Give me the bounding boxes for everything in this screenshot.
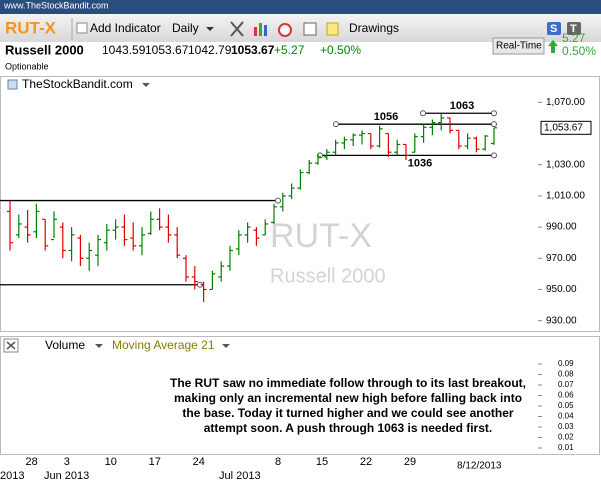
- level-label: 1036: [408, 157, 432, 169]
- annotation: The RUT saw no immediate follow through …: [170, 376, 526, 435]
- x-tick-label: 22: [360, 456, 372, 468]
- site-url: www.TheStockBandit.com: [3, 0, 109, 10]
- add-indicator[interactable]: Add Indicator: [90, 21, 161, 35]
- y-tick-label: 950.00: [546, 284, 577, 295]
- quote-last: 1053.67: [231, 43, 275, 57]
- volume-tick-label: 0.01: [558, 443, 574, 452]
- last-price-label: 1,053.67: [544, 122, 583, 133]
- rt-change: 5.27: [562, 31, 586, 45]
- quote-low: 1042.79: [188, 43, 232, 57]
- badge-t[interactable]: [567, 22, 581, 35]
- level-end: [333, 121, 339, 128]
- quote-open: 1043.59: [102, 43, 146, 57]
- site-strip: [0, 0, 601, 14]
- note-icon[interactable]: [326, 22, 339, 36]
- watermark-symbol: RUT-X: [270, 217, 372, 255]
- volume-tick-label: 0.09: [558, 359, 574, 368]
- quote-high: 1053.67: [145, 43, 189, 57]
- annotation-line: making only an incremental new high befo…: [174, 391, 522, 405]
- volume-tick-label: 0.03: [558, 422, 574, 431]
- level-end: [491, 110, 497, 117]
- month-label: Jun 2013: [44, 470, 89, 482]
- chart-icon[interactable]: [254, 27, 257, 36]
- realtime-button[interactable]: [492, 37, 545, 55]
- volume-title: Volume: [45, 338, 85, 352]
- volume-indicator: Moving Average 21: [112, 338, 215, 352]
- quote-name: Russell 2000: [5, 42, 84, 57]
- level-label: 1063: [450, 100, 474, 112]
- annotation-line: the base. Today it turned higher and we …: [182, 406, 513, 420]
- quote-change-pct: +0.50%: [320, 43, 361, 57]
- dropdown-arrow: [222, 344, 230, 348]
- volume-panel: [0, 336, 600, 455]
- optionable: Optionable: [5, 61, 49, 71]
- badge-t-label: T: [570, 23, 577, 35]
- watermark-name: Russell 2000: [270, 265, 386, 287]
- volume-tick-label: 0.02: [558, 433, 574, 442]
- volume-tick-label: 0.04: [558, 412, 574, 421]
- clock-icon[interactable]: [278, 23, 292, 37]
- x-tick-label: 29: [404, 456, 416, 468]
- y-tick-label: 970.00: [546, 253, 577, 264]
- period[interactable]: Daily: [172, 21, 199, 35]
- level-label: 1056: [374, 111, 398, 123]
- source[interactable]: TheStockBandit.com: [22, 77, 133, 91]
- x-tick-label: 3: [64, 456, 70, 468]
- realtime-label: Real-Time: [496, 41, 542, 52]
- x-tick-label: 10: [105, 456, 117, 468]
- y-tick-label: 990.00: [546, 222, 577, 233]
- last-price-box: [540, 120, 592, 135]
- quote-change: +5.27: [274, 43, 305, 57]
- last-date: 8/12/2013: [457, 461, 502, 472]
- toolbar: [0, 14, 601, 42]
- badge-s-label: S: [550, 23, 557, 35]
- x-tick-label: 28: [25, 456, 37, 468]
- dropdown-arrow: [142, 83, 150, 87]
- level-end: [491, 152, 497, 159]
- x-tick-label: 24: [193, 456, 205, 468]
- drawings[interactable]: Drawings: [349, 21, 399, 35]
- panel-icon: [7, 79, 18, 90]
- volume-tick-label: 0.07: [558, 380, 574, 389]
- y-tick-label: 930.00: [546, 315, 577, 326]
- month-label: Jul 2013: [219, 470, 261, 482]
- up-arrow: [548, 40, 558, 53]
- x-tick-label: 15: [316, 456, 328, 468]
- y-tick-label: 1,070.00: [546, 97, 585, 108]
- y-tick-label: 1,010.00: [546, 191, 585, 202]
- table-icon[interactable]: [303, 22, 317, 36]
- y-tick-label: 1,030.00: [546, 159, 585, 170]
- badge-s[interactable]: [547, 22, 561, 35]
- dropdown-arrow: [206, 27, 214, 31]
- annotation-line: The RUT saw no immediate follow through …: [170, 376, 526, 390]
- level-end: [491, 121, 497, 128]
- annotation-line: attempt soon. A push through 1063 is nee…: [204, 421, 492, 435]
- level-end: [420, 110, 426, 117]
- month-label: 2013: [0, 470, 24, 482]
- volume-tick-label: 0.06: [558, 391, 574, 400]
- add-icon: [76, 22, 88, 34]
- volume-tick-label: 0.08: [558, 370, 574, 379]
- trendline-end: [275, 197, 281, 204]
- symbol[interactable]: RUT-X: [5, 18, 57, 37]
- price-panel: [0, 76, 600, 332]
- x-tick-label: 8: [275, 456, 281, 468]
- rt-pct: 0.50%: [562, 44, 596, 58]
- x-tick-label: 17: [149, 456, 161, 468]
- volume-tick-label: 0.05: [558, 401, 574, 410]
- dropdown-arrow: [95, 344, 103, 348]
- tools-icon[interactable]: [230, 21, 244, 37]
